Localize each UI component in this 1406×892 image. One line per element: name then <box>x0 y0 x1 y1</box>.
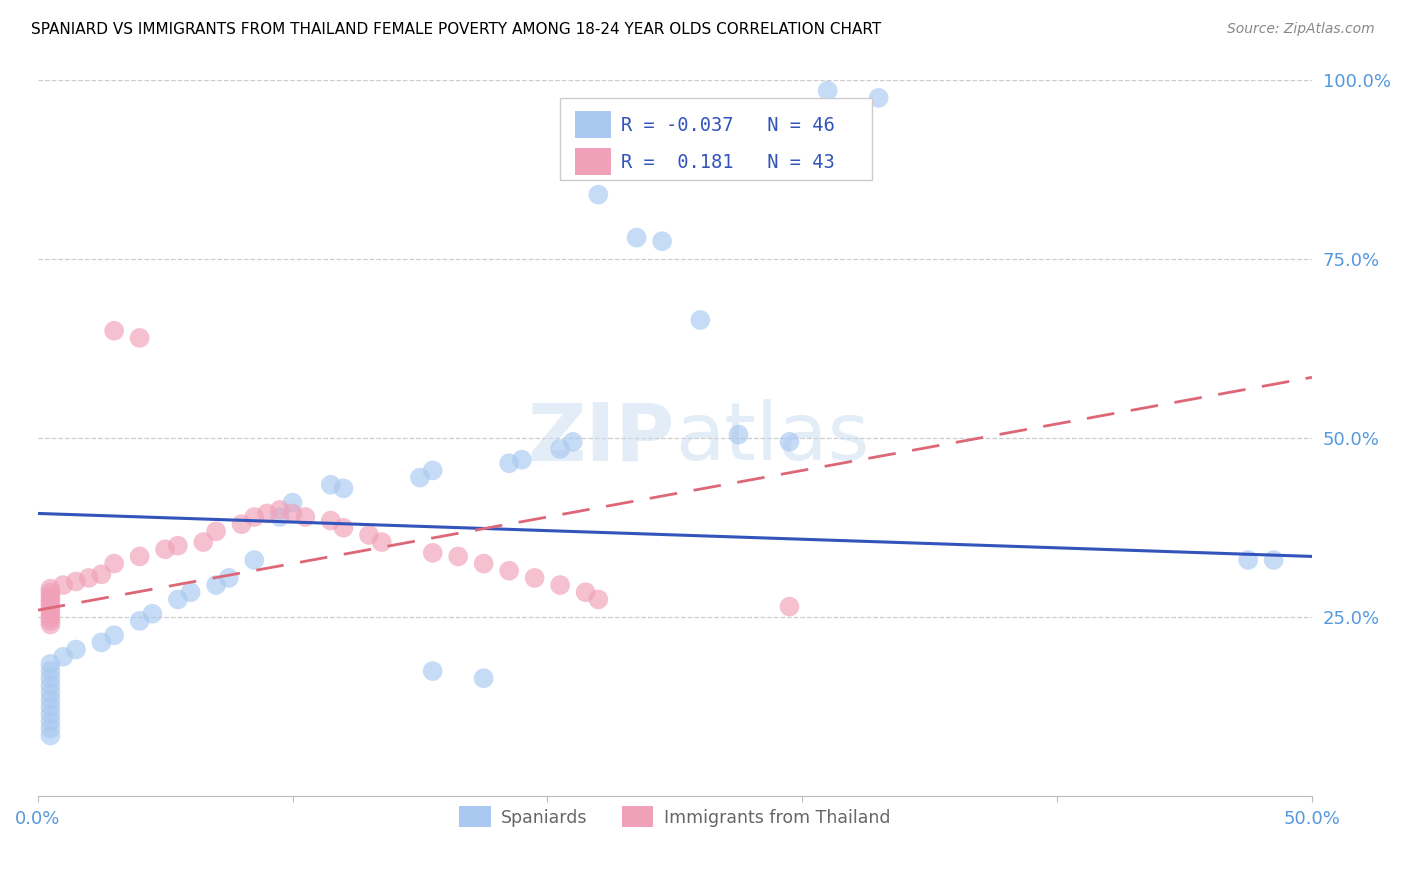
Point <box>103 628 125 642</box>
Point <box>548 578 571 592</box>
Point <box>409 470 432 484</box>
Point <box>39 678 62 692</box>
Point <box>205 578 228 592</box>
Point <box>281 507 304 521</box>
Point <box>39 610 62 624</box>
Point <box>422 546 444 560</box>
Point <box>574 585 596 599</box>
Point <box>90 567 112 582</box>
Point <box>294 510 316 524</box>
Point <box>39 596 62 610</box>
Point <box>269 503 291 517</box>
Point <box>281 496 304 510</box>
Point <box>65 642 87 657</box>
Point <box>498 456 520 470</box>
Point <box>243 553 266 567</box>
Point <box>39 607 62 621</box>
Point <box>561 434 583 449</box>
Bar <box>575 111 612 138</box>
Text: R =  0.181   N = 43: R = 0.181 N = 43 <box>621 153 835 172</box>
Point <box>52 578 75 592</box>
Point <box>727 427 749 442</box>
Point <box>868 91 890 105</box>
Point <box>193 535 215 549</box>
Text: ZIP: ZIP <box>527 400 675 477</box>
Text: Source: ZipAtlas.com: Source: ZipAtlas.com <box>1227 22 1375 37</box>
Point <box>90 635 112 649</box>
Point <box>39 582 62 596</box>
Point <box>357 528 380 542</box>
Point <box>1237 553 1260 567</box>
Point <box>39 657 62 671</box>
Point <box>39 714 62 729</box>
Point <box>52 649 75 664</box>
Point <box>422 664 444 678</box>
Point <box>256 507 278 521</box>
Bar <box>575 148 612 175</box>
Point <box>103 324 125 338</box>
Point <box>39 589 62 603</box>
Point <box>39 664 62 678</box>
Point <box>588 592 610 607</box>
Point <box>39 585 62 599</box>
Point <box>472 671 495 685</box>
Point <box>77 571 100 585</box>
Point <box>141 607 163 621</box>
Point <box>651 234 673 248</box>
Point <box>39 617 62 632</box>
Point <box>548 442 571 456</box>
Point <box>39 599 62 614</box>
Point <box>128 549 150 564</box>
Point <box>39 722 62 736</box>
Point <box>166 539 188 553</box>
Point <box>103 557 125 571</box>
Point <box>39 706 62 721</box>
Point <box>332 481 354 495</box>
Point <box>588 187 610 202</box>
Point <box>472 557 495 571</box>
Legend: Spaniards, Immigrants from Thailand: Spaniards, Immigrants from Thailand <box>453 799 897 834</box>
Text: R = -0.037   N = 46: R = -0.037 N = 46 <box>621 116 835 135</box>
Point <box>39 685 62 699</box>
FancyBboxPatch shape <box>560 98 872 180</box>
Point <box>319 477 342 491</box>
Point <box>166 592 188 607</box>
Point <box>778 434 800 449</box>
Point <box>332 521 354 535</box>
Point <box>370 535 392 549</box>
Text: SPANIARD VS IMMIGRANTS FROM THAILAND FEMALE POVERTY AMONG 18-24 YEAR OLDS CORREL: SPANIARD VS IMMIGRANTS FROM THAILAND FEM… <box>31 22 882 37</box>
Point <box>39 699 62 714</box>
Point <box>65 574 87 589</box>
Point <box>231 517 253 532</box>
Point <box>218 571 240 585</box>
Point <box>39 729 62 743</box>
Point <box>510 452 533 467</box>
Point <box>39 692 62 706</box>
Text: atlas: atlas <box>675 400 869 477</box>
Point <box>523 571 546 585</box>
Point <box>1263 553 1285 567</box>
Point <box>39 614 62 628</box>
Point <box>778 599 800 614</box>
Point <box>626 230 648 244</box>
Point <box>39 603 62 617</box>
Point <box>447 549 470 564</box>
Point <box>153 542 176 557</box>
Point <box>422 463 444 477</box>
Point <box>205 524 228 539</box>
Point <box>39 671 62 685</box>
Point <box>128 614 150 628</box>
Point <box>269 510 291 524</box>
Point <box>817 84 839 98</box>
Point <box>39 592 62 607</box>
Point <box>243 510 266 524</box>
Point <box>319 514 342 528</box>
Point <box>128 331 150 345</box>
Point <box>498 564 520 578</box>
Point <box>180 585 202 599</box>
Point <box>689 313 711 327</box>
